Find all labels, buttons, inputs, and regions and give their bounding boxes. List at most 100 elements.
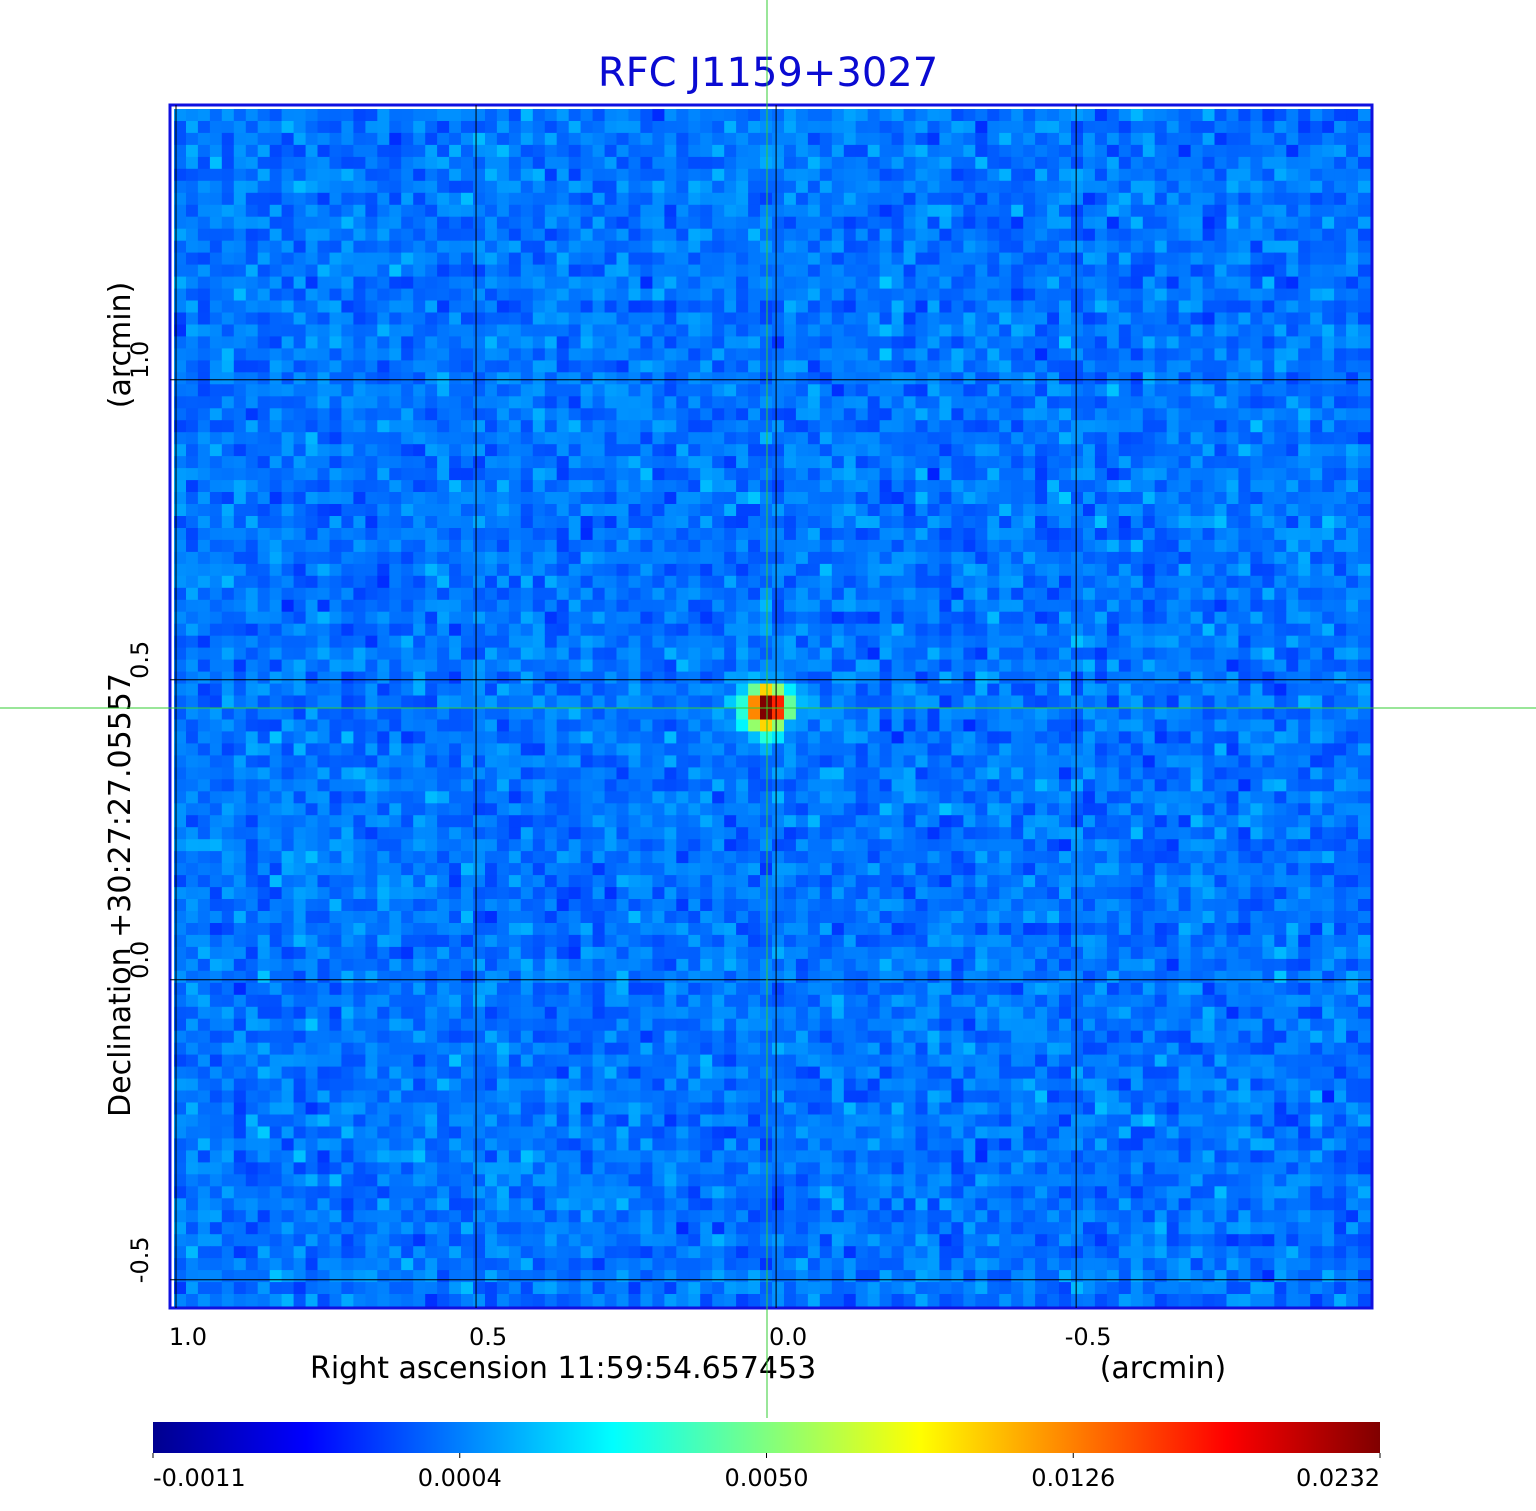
image-pixel: [293, 695, 307, 709]
image-pixel: [1238, 647, 1251, 661]
image-pixel: [592, 276, 606, 290]
image-pixel: [843, 480, 857, 493]
image-pixel: [963, 324, 976, 338]
image-pixel: [855, 575, 869, 589]
image-pixel: [425, 444, 438, 457]
image-pixel: [843, 156, 857, 170]
image-pixel: [317, 635, 331, 649]
image-pixel: [1190, 659, 1204, 673]
image-pixel: [413, 192, 426, 206]
image-pixel: [496, 563, 510, 577]
image-pixel: [568, 384, 582, 397]
image-pixel: [1178, 384, 1192, 397]
image-pixel: [819, 348, 833, 361]
image-pixel: [508, 599, 522, 613]
image-pixel: [1322, 372, 1335, 385]
image-pixel: [245, 288, 259, 302]
image-pixel: [1011, 109, 1024, 122]
image-pixel: [1286, 156, 1299, 170]
image-pixel: [449, 444, 462, 457]
image-pixel: [1214, 204, 1228, 218]
image-pixel: [712, 420, 725, 433]
image-pixel: [831, 168, 845, 182]
image-pixel: [425, 611, 438, 625]
image-pixel: [1023, 144, 1036, 158]
image-pixel: [891, 671, 905, 685]
image-pixel: [1310, 396, 1323, 409]
image-pixel: [987, 312, 1000, 326]
image-pixel: [1035, 132, 1048, 146]
image-pixel: [365, 336, 378, 349]
image-pixel: [1130, 312, 1144, 326]
image-pixel: [1298, 647, 1311, 661]
image-pixel: [520, 587, 534, 601]
image-pixel: [1190, 492, 1204, 505]
image-pixel: [389, 504, 402, 517]
image-pixel: [437, 396, 450, 409]
image-pixel: [939, 408, 952, 421]
image-pixel: [939, 144, 952, 158]
image-pixel: [1262, 240, 1275, 254]
image-pixel: [233, 432, 247, 445]
image-pixel: [568, 551, 582, 565]
image-pixel: [269, 156, 283, 170]
image-pixel: [1274, 336, 1287, 349]
image-pixel: [233, 132, 247, 146]
image-pixel: [305, 240, 319, 254]
image-pixel: [341, 599, 354, 613]
image-pixel: [1047, 468, 1060, 481]
image-pixel: [1334, 539, 1347, 553]
image-pixel: [233, 240, 247, 254]
image-pixel: [520, 492, 534, 505]
image-pixel: [365, 480, 378, 493]
image-pixel: [760, 599, 773, 613]
image-pixel: [1190, 276, 1204, 290]
image-pixel: [257, 575, 271, 589]
image-pixel: [772, 312, 785, 326]
image-pixel: [772, 264, 785, 278]
image-pixel: [963, 156, 976, 170]
image-pixel: [233, 144, 247, 158]
image-pixel: [1094, 647, 1108, 661]
image-pixel: [843, 348, 857, 361]
image-pixel: [604, 156, 618, 170]
image-pixel: [1274, 228, 1287, 242]
image-pixel: [879, 336, 893, 349]
image-pixel: [724, 539, 737, 553]
image-pixel: [987, 156, 1000, 170]
image-pixel: [1262, 635, 1275, 649]
image-pixel: [1262, 180, 1275, 194]
image-pixel: [556, 420, 570, 433]
image-pixel: [1094, 516, 1108, 529]
image-pixel: [1035, 599, 1048, 613]
image-pixel: [760, 312, 773, 326]
image-pixel: [449, 156, 462, 170]
image-pixel: [807, 240, 821, 254]
image-pixel: [461, 504, 474, 517]
image-pixel: [700, 109, 713, 122]
image-pixel: [736, 432, 749, 445]
image-pixel: [532, 204, 546, 218]
image-pixel: [1286, 623, 1299, 637]
image-pixel: [305, 563, 319, 577]
image-pixel: [365, 635, 378, 649]
image-pixel: [724, 324, 737, 338]
image-pixel: [1190, 168, 1204, 182]
image-pixel: [1059, 516, 1072, 529]
image-pixel: [1166, 312, 1180, 326]
image-pixel: [855, 492, 869, 505]
image-pixel: [1071, 348, 1084, 361]
image-pixel: [496, 456, 510, 469]
image-pixel: [628, 504, 642, 517]
image-pixel: [353, 611, 366, 625]
image-pixel: [269, 444, 283, 457]
image-pixel: [186, 144, 199, 158]
image-pixel: [879, 575, 893, 589]
image-pixel: [580, 312, 594, 326]
image-pixel: [951, 168, 964, 182]
image-pixel: [365, 599, 378, 613]
image-pixel: [963, 480, 976, 493]
image-pixel: [855, 144, 869, 158]
image-pixel: [1238, 432, 1251, 445]
image-pixel: [1262, 468, 1275, 481]
